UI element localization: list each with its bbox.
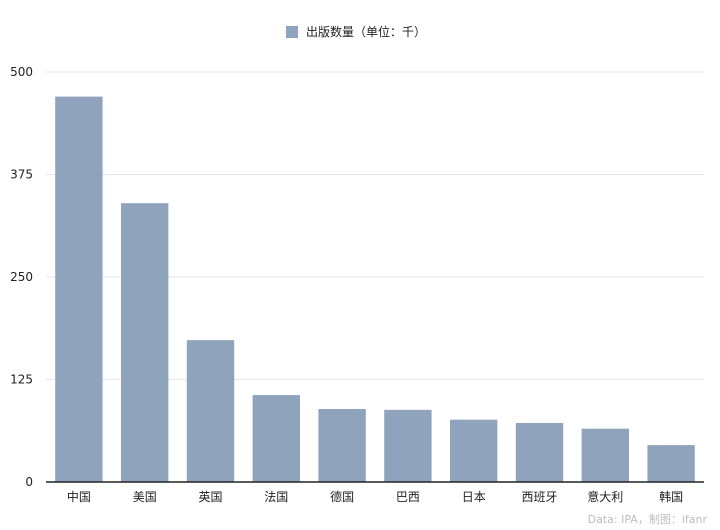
y-axis-ticks: 0 125 250 375 500 <box>10 65 33 489</box>
x-tick-label: 日本 <box>462 490 486 504</box>
bars <box>55 96 695 482</box>
x-tick-label: 巴西 <box>396 490 420 504</box>
bar[interactable] <box>384 409 432 482</box>
y-tick-label: 250 <box>10 270 33 284</box>
bar[interactable] <box>581 428 629 482</box>
legend[interactable]: 出版数量（单位：千） <box>286 24 426 39</box>
legend-swatch <box>286 26 298 38</box>
y-tick-label: 125 <box>10 373 33 387</box>
legend-label: 出版数量（单位：千） <box>306 24 426 39</box>
source-credit: Data: IPA，制图：ifanr <box>588 513 708 526</box>
bar[interactable] <box>515 422 564 482</box>
x-tick-label: 韩国 <box>659 489 683 504</box>
y-tick-label: 500 <box>10 65 33 79</box>
y-tick-label: 375 <box>10 168 33 182</box>
x-tick-label: 英国 <box>198 490 222 504</box>
y-tick-label: 0 <box>25 475 33 489</box>
x-tick-label: 法国 <box>264 490 288 504</box>
x-tick-label: 美国 <box>133 490 157 504</box>
x-axis-labels: 中国 美国 英国 法国 德国 巴西 日本 西班牙 意大利 韩国 <box>67 489 683 504</box>
x-tick-label: 意大利 <box>587 489 623 504</box>
bar[interactable] <box>55 96 103 482</box>
x-tick-label: 德国 <box>330 489 354 504</box>
bar[interactable] <box>318 409 366 482</box>
bar[interactable] <box>121 203 169 482</box>
bar[interactable] <box>647 445 695 482</box>
bar[interactable] <box>252 395 300 482</box>
bar[interactable] <box>450 419 498 482</box>
bar[interactable] <box>186 340 235 482</box>
x-tick-label: 西班牙 <box>521 490 557 504</box>
x-tick-label: 中国 <box>67 489 91 504</box>
